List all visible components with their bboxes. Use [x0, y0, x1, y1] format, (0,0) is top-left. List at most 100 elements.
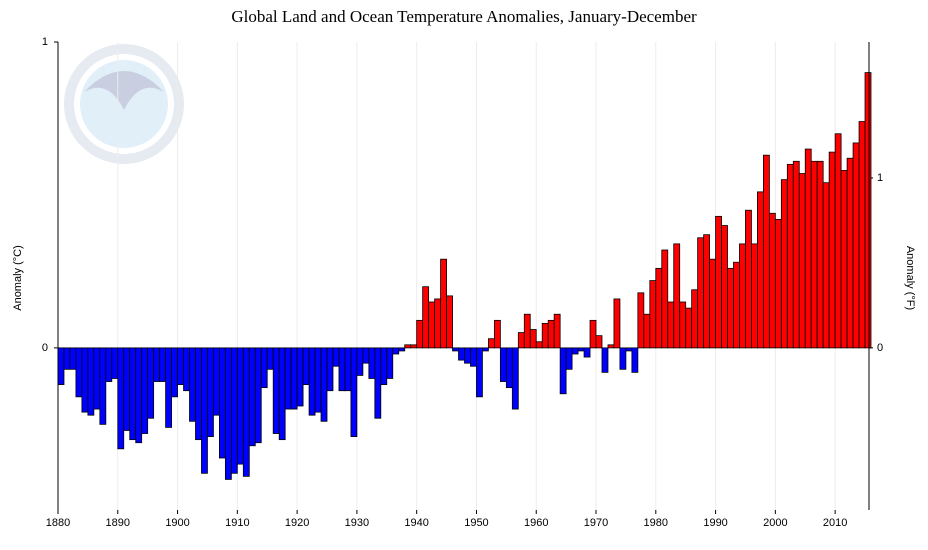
bar [111, 347, 119, 379]
bar [643, 313, 651, 349]
y2-tick-label: 1 [877, 172, 883, 184]
x-tick-label: 1950 [464, 517, 488, 529]
bar [511, 347, 519, 410]
bar [99, 347, 107, 425]
y-tick-label: 1 [42, 36, 48, 48]
bar [452, 347, 459, 352]
bar [458, 347, 465, 361]
bar [541, 323, 549, 349]
bar [804, 148, 812, 349]
bar [308, 347, 316, 416]
bar [529, 329, 537, 349]
bar [715, 215, 722, 349]
bar [631, 347, 639, 373]
bar [828, 151, 836, 349]
bar [697, 237, 705, 349]
bar [236, 347, 244, 465]
bar [171, 347, 178, 398]
bar [159, 347, 167, 382]
bar [709, 258, 716, 349]
x-tick-label: 1900 [165, 517, 189, 529]
bar [201, 347, 208, 474]
bar [655, 267, 663, 349]
bar [786, 163, 794, 349]
bar [123, 347, 131, 431]
bar [721, 225, 728, 349]
x-tick-label: 1910 [225, 517, 249, 529]
bar [69, 347, 77, 370]
bar [583, 347, 591, 358]
x-tick-label: 1970 [584, 517, 608, 529]
bar [739, 243, 746, 349]
bar [559, 347, 567, 395]
bar [177, 347, 184, 385]
bar [147, 347, 155, 419]
bar [153, 347, 161, 382]
bar [230, 347, 238, 474]
bar [350, 347, 358, 437]
bar [356, 347, 364, 376]
bar [762, 154, 770, 349]
bar [422, 286, 430, 349]
bar [625, 347, 633, 352]
bar [344, 347, 352, 392]
bar [703, 234, 710, 349]
bar [679, 301, 687, 349]
bar [589, 319, 597, 349]
bar [810, 160, 818, 349]
bar [523, 313, 531, 349]
bar [733, 261, 740, 349]
x-tick-label: 1890 [106, 517, 130, 529]
y-axis-label: Anomaly (°C) [12, 245, 24, 311]
bar [476, 347, 483, 398]
x-tick-label: 1990 [703, 517, 727, 529]
bar [565, 347, 573, 370]
bar [338, 347, 346, 392]
bar [685, 307, 693, 349]
bar [290, 347, 298, 410]
bar [207, 347, 214, 437]
y2-tick-label: 0 [877, 342, 883, 354]
bar [499, 347, 507, 382]
bar [105, 347, 113, 382]
bar [595, 335, 603, 349]
x-tick-label: 1960 [524, 517, 548, 529]
bar [428, 301, 436, 349]
bar [577, 347, 585, 352]
x-tick-label: 1920 [285, 517, 309, 529]
bar [691, 289, 699, 349]
bar [757, 191, 764, 349]
bar [619, 347, 627, 370]
bar [141, 347, 149, 434]
bar [858, 121, 866, 349]
bar [117, 347, 125, 450]
bar [93, 347, 101, 410]
bar [183, 347, 190, 392]
chart-title: Global Land and Ocean Temperature Anomal… [231, 7, 697, 26]
bar [673, 243, 681, 349]
bar [320, 347, 328, 422]
bar [368, 347, 376, 379]
bar [745, 209, 752, 349]
bar [553, 313, 561, 349]
x-tick-label: 1980 [644, 517, 668, 529]
bar [774, 219, 782, 349]
bar [649, 280, 657, 349]
bar [834, 133, 842, 349]
bar [547, 319, 555, 349]
bar [613, 298, 621, 349]
x-tick-label: 1930 [345, 517, 369, 529]
bar [440, 258, 447, 349]
bar [362, 347, 370, 364]
bar [165, 347, 172, 428]
bar [242, 347, 250, 477]
bar [607, 344, 615, 349]
bar [254, 347, 262, 444]
bar [326, 347, 334, 392]
bar [386, 347, 394, 379]
bar [284, 347, 292, 410]
bar [224, 347, 232, 480]
bar [792, 160, 800, 349]
y2-axis-label: Anomaly (°F) [904, 246, 916, 310]
bar [798, 173, 806, 349]
